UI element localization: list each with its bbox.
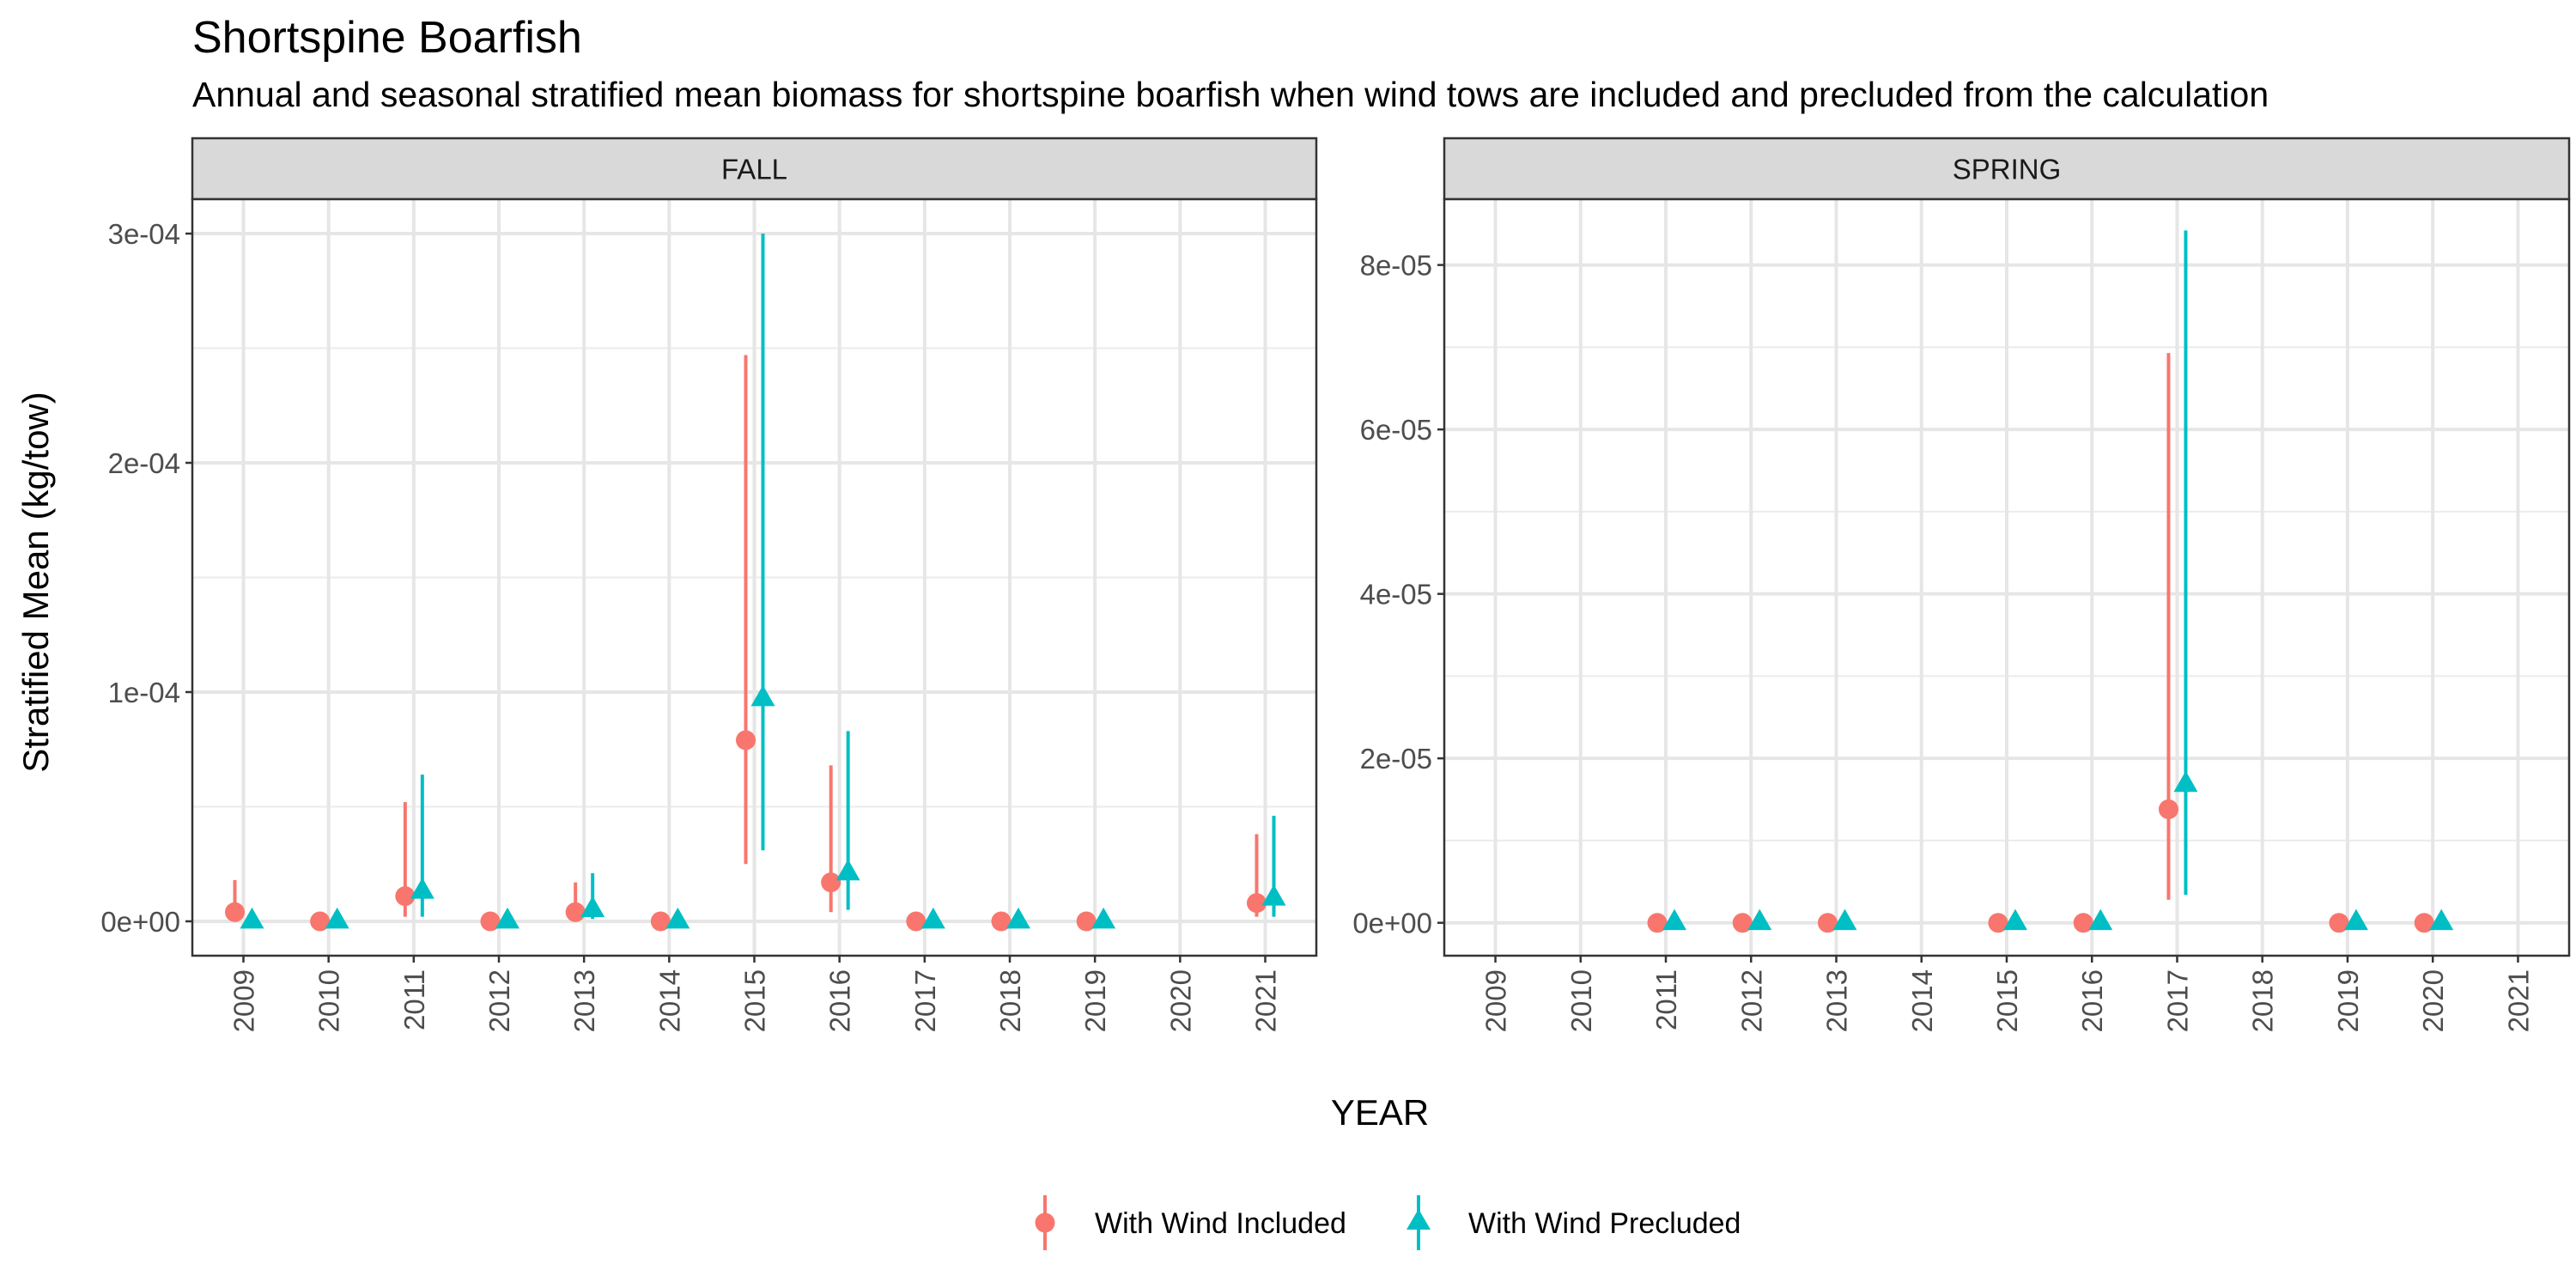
data-point — [240, 907, 264, 929]
x-tick-label: 2016 — [824, 969, 856, 1032]
data-point — [2158, 799, 2178, 820]
data-point — [2329, 913, 2349, 933]
y-tick-label: 3e-04 — [108, 218, 180, 250]
data-point — [2003, 908, 2027, 931]
x-tick-label: 2020 — [2417, 969, 2449, 1032]
legend-label: With Wind Included — [1095, 1207, 1346, 1240]
x-tick-label: 2013 — [568, 969, 600, 1032]
legend-key-circle — [1035, 1212, 1055, 1233]
x-tick-label: 2014 — [1906, 969, 1938, 1032]
y-tick-label: 0e+00 — [1352, 908, 1432, 939]
x-tick-label: 2017 — [2161, 969, 2193, 1032]
data-point — [750, 684, 775, 707]
y-tick-label: 1e-04 — [108, 677, 180, 708]
y-axis-title: Stratified Mean (kg/tow) — [15, 392, 56, 773]
panel-strip-label: FALL — [721, 154, 787, 185]
data-point — [565, 902, 586, 922]
data-point — [1091, 907, 1116, 929]
data-point — [2429, 908, 2454, 931]
data-point — [835, 859, 860, 881]
x-tick-label: 2021 — [1250, 969, 1282, 1032]
y-tick-label: 2e-05 — [1360, 743, 1432, 775]
series-with-wind-precluded — [1662, 230, 2454, 931]
x-tick-label: 2016 — [2076, 969, 2108, 1032]
data-point — [410, 878, 434, 899]
data-point — [325, 907, 349, 929]
panel-fall: FALL 0e+00 1e-04 2e-04 3e-04 2009 2010 2011 2012… — [100, 137, 1318, 1032]
x-tick-label: 2011 — [398, 969, 430, 1030]
y-tick-label: 8e-05 — [1360, 250, 1432, 282]
x-tick-label: 2015 — [1991, 969, 2023, 1032]
x-tick-label: 2021 — [2502, 969, 2534, 1032]
data-point — [480, 911, 501, 932]
data-point — [1006, 907, 1030, 929]
data-point — [1662, 908, 1687, 931]
panel-border — [1443, 197, 2571, 957]
data-point — [1818, 913, 1838, 933]
data-point — [2173, 770, 2198, 793]
x-tick-label: 2012 — [483, 969, 515, 1032]
data-point — [906, 911, 927, 932]
y-tick-label: 6e-05 — [1360, 414, 1432, 446]
x-tick-label: 2015 — [739, 969, 771, 1032]
data-point — [2343, 908, 2368, 931]
x-tick-label: 2019 — [2332, 969, 2364, 1032]
x-axis-title: YEAR — [1331, 1092, 1429, 1133]
data-point — [2414, 913, 2434, 933]
x-tick-label: 2018 — [2247, 969, 2279, 1032]
data-point — [1247, 893, 1267, 914]
x-tick-label: 2013 — [1821, 969, 1853, 1032]
data-point — [736, 730, 756, 750]
x-tick-label: 2012 — [1735, 969, 1767, 1032]
series-with-wind-included — [225, 355, 1267, 932]
data-point — [2088, 908, 2113, 931]
data-point — [1747, 908, 1772, 931]
data-point — [665, 907, 690, 929]
x-tick-label: 2014 — [653, 969, 685, 1032]
x-tick-label: 2010 — [1565, 969, 1597, 1032]
x-tick-label: 2019 — [1079, 969, 1111, 1032]
data-point — [821, 872, 841, 893]
data-point — [1076, 911, 1097, 932]
data-point — [920, 907, 945, 929]
data-point — [991, 911, 1012, 932]
data-point — [495, 907, 519, 929]
chart-title: Shortspine Boarfish — [192, 13, 582, 63]
series-with-wind-precluded — [240, 234, 1286, 929]
panel-spring: SPRING 0e+00 2e-05 4e-05 6e-05 8e-05 2009 2010 2… — [1352, 137, 2571, 1032]
legend-item: With Wind Precluded — [1406, 1195, 1741, 1250]
x-tick-label: 2009 — [228, 969, 260, 1032]
y-tick-label: 0e+00 — [100, 906, 180, 938]
x-tick-label: 2020 — [1164, 969, 1196, 1032]
legend: With Wind Included With Wind Precluded — [1035, 1195, 1741, 1250]
x-tick-label: 2018 — [994, 969, 1026, 1032]
legend-label: With Wind Precluded — [1468, 1207, 1741, 1240]
data-point — [650, 911, 671, 932]
x-tick-label: 2010 — [313, 969, 345, 1032]
data-point — [2073, 913, 2093, 933]
data-point — [580, 896, 605, 918]
data-point — [395, 886, 416, 907]
data-point — [1732, 913, 1753, 933]
x-tick-label: 2017 — [909, 969, 941, 1032]
data-point — [1832, 908, 1857, 931]
panel-strip-label: SPRING — [1953, 154, 2062, 185]
data-point — [1261, 884, 1286, 906]
panel-strip — [1443, 137, 2571, 201]
chart-subtitle: Annual and seasonal stratified mean biom… — [192, 75, 2269, 114]
panel-border — [191, 197, 1318, 957]
legend-item: With Wind Included — [1035, 1195, 1346, 1250]
data-point — [1647, 913, 1668, 933]
x-tick-label: 2009 — [1480, 969, 1512, 1032]
series-with-wind-included — [1647, 353, 2434, 933]
data-point — [1988, 913, 2008, 933]
y-tick-label: 2e-04 — [108, 447, 180, 479]
data-point — [310, 911, 331, 932]
data-point — [225, 902, 245, 922]
y-tick-label: 4e-05 — [1360, 579, 1432, 611]
legend-key-triangle — [1406, 1209, 1431, 1230]
x-tick-label: 2011 — [1650, 969, 1682, 1030]
